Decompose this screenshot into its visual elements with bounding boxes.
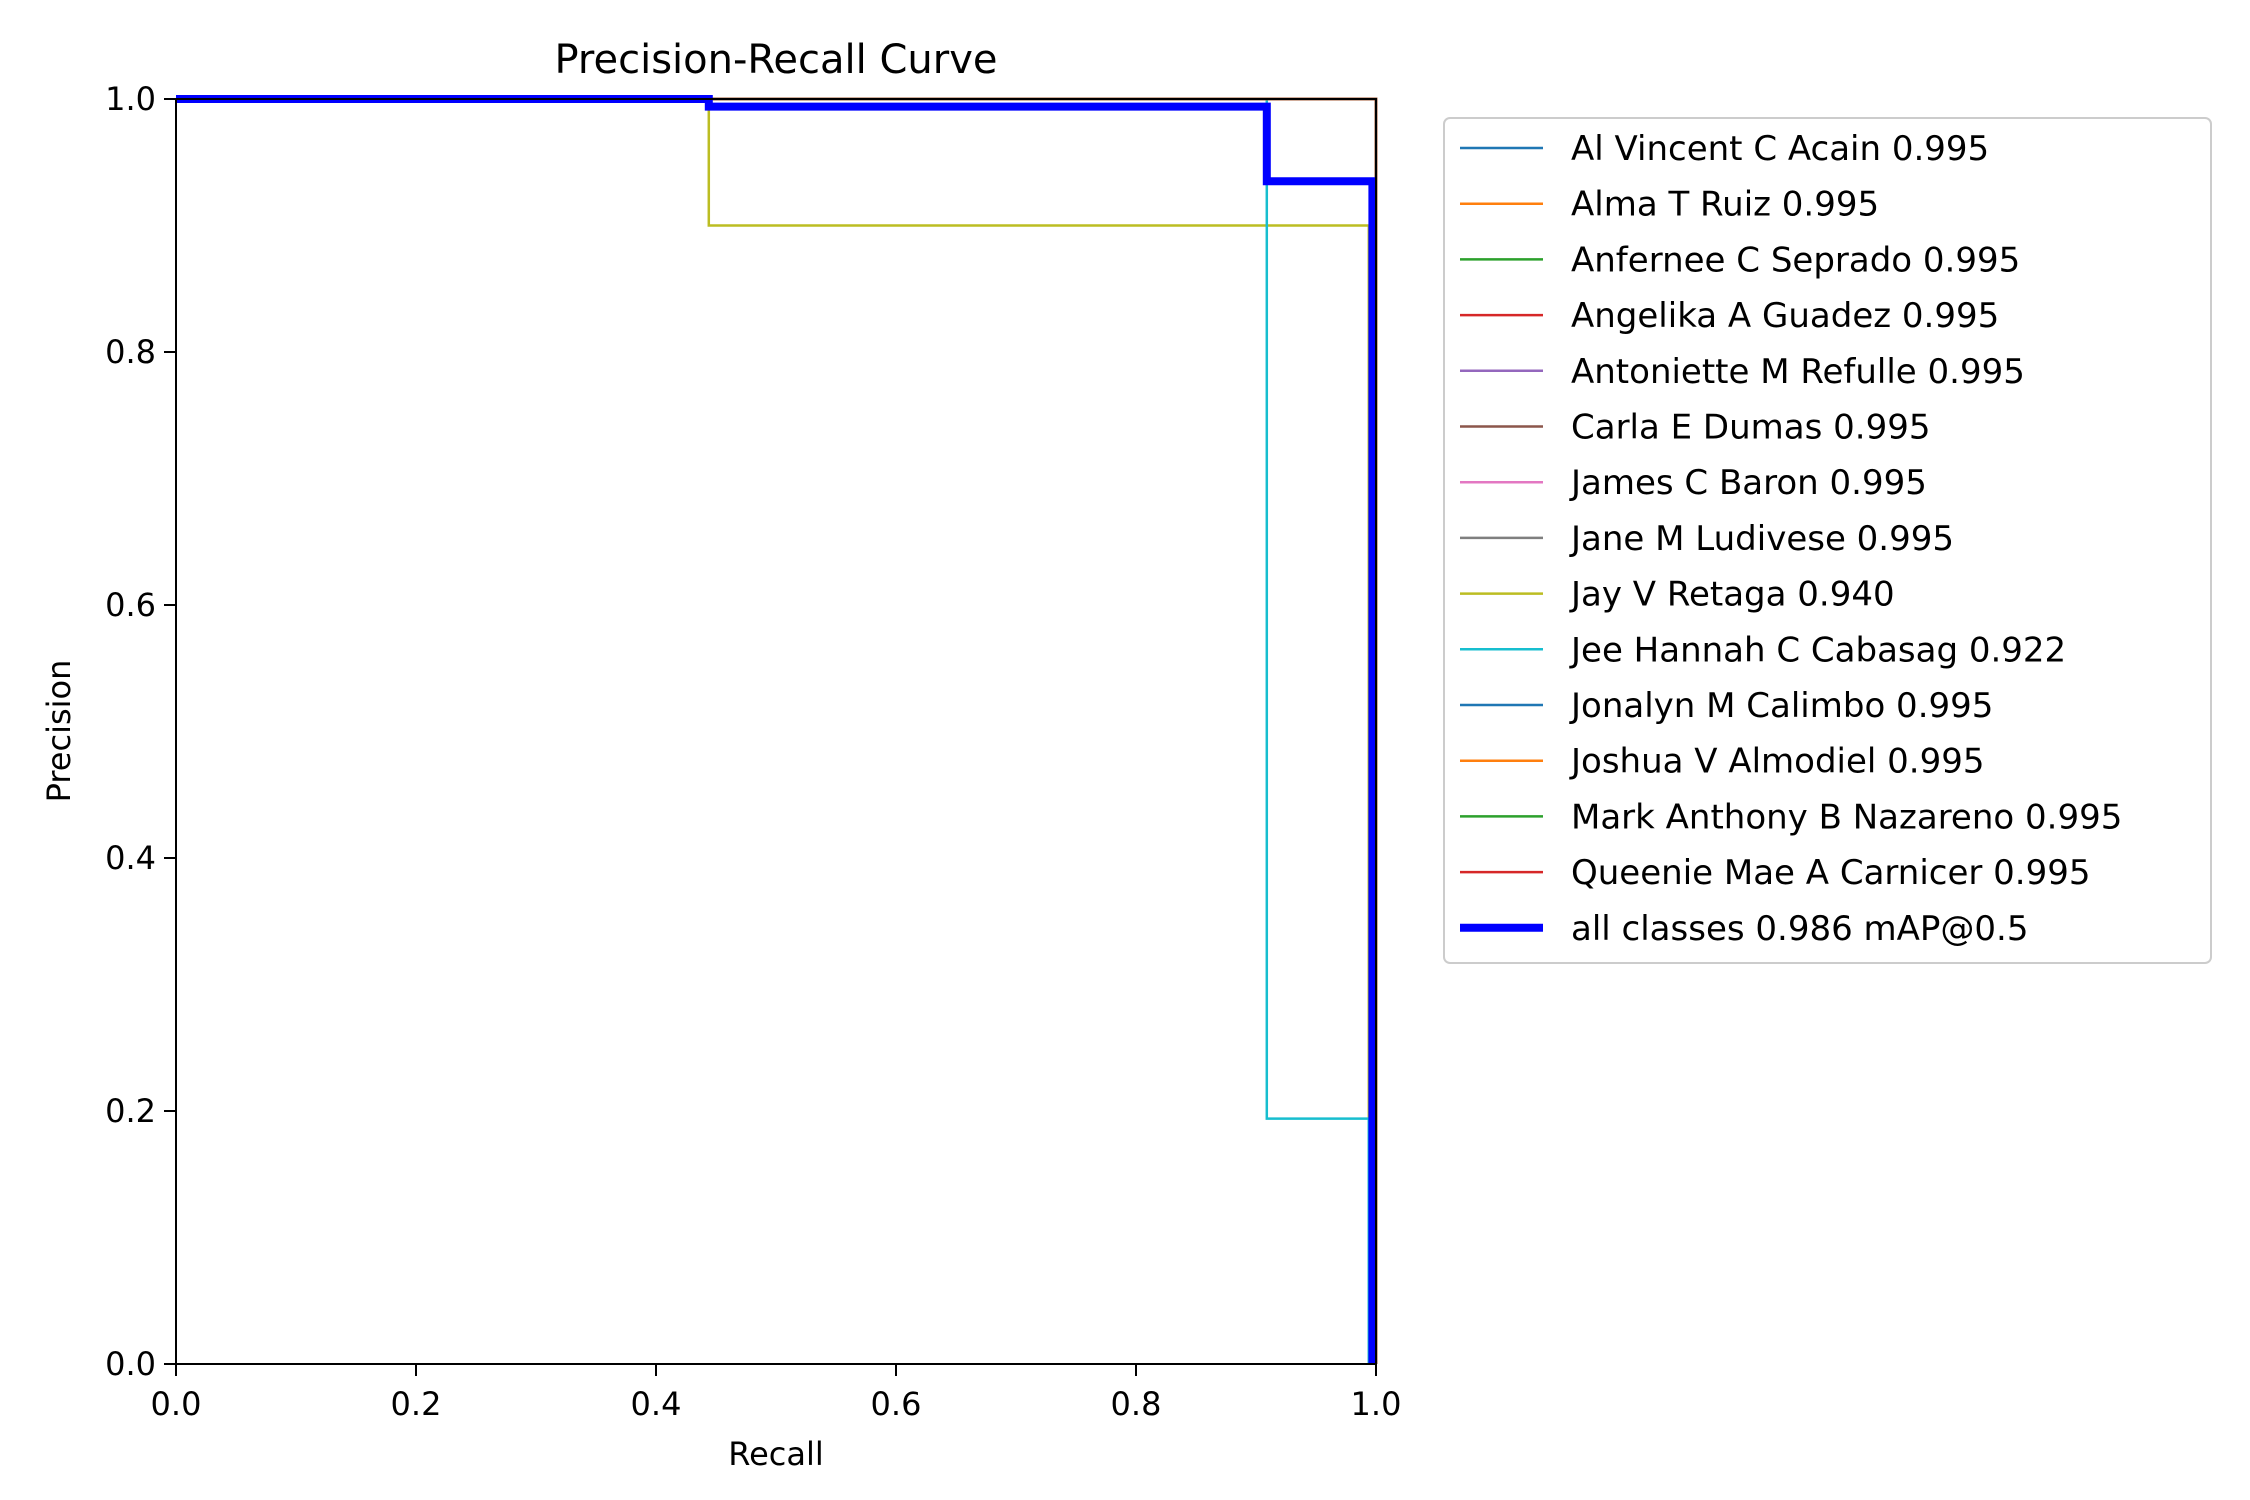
legend-label: James C Baron 0.995: [1569, 463, 1927, 503]
legend-entries: Al Vincent C Acain 0.995 Alma T Ruiz 0.99…: [1460, 129, 2122, 949]
x-tick-label: 1.0: [1351, 1385, 1402, 1423]
chart-title: Precision-Recall Curve: [555, 37, 998, 83]
x-tick-label: 0.4: [631, 1385, 682, 1423]
x-axis-label: Recall: [728, 1435, 823, 1473]
legend-label: Carla E Dumas 0.995: [1571, 408, 1930, 448]
y-axis-ticks: 0.0 0.2 0.4 0.6 0.8 1.0: [105, 80, 176, 1383]
y-axis-label: Precision: [40, 660, 78, 803]
legend-label: Jane M Ludivese 0.995: [1569, 519, 1954, 559]
legend-label: all classes 0.986 mAP@0.5: [1571, 909, 2028, 949]
y-tick-label: 0.2: [105, 1092, 156, 1130]
legend-label: Joshua V Almodiel 0.995: [1569, 742, 1985, 782]
legend-label: Al Vincent C Acain 0.995: [1571, 129, 1989, 169]
x-tick-label: 0.0: [151, 1385, 202, 1423]
x-tick-label: 0.2: [391, 1385, 442, 1423]
x-tick-label: 0.6: [871, 1385, 922, 1423]
y-tick-label: 0.8: [105, 333, 156, 371]
legend-label: Jonalyn M Calimbo 0.995: [1569, 686, 1993, 726]
plot-frame: [175, 98, 1377, 1365]
y-tick-label: 0.4: [105, 839, 156, 877]
legend-label: Anfernee C Seprado 0.995: [1571, 240, 2020, 280]
legend-box: [1443, 117, 2212, 964]
y-tick-label: 0.6: [105, 586, 156, 624]
legend-label: Angelika A Guadez 0.995: [1571, 296, 1999, 336]
legend-label: Queenie Mae A Carnicer 0.995: [1571, 853, 2091, 893]
y-tick-label: 1.0: [105, 80, 156, 118]
legend-label: Mark Anthony B Nazareno 0.995: [1571, 797, 2122, 837]
legend-label: Alma T Ruiz 0.995: [1571, 185, 1879, 225]
legend-label: Jay V Retaga 0.940: [1569, 575, 1895, 615]
y-tick-label: 0.0: [105, 1345, 156, 1383]
x-tick-label: 0.8: [1111, 1385, 1162, 1423]
legend-label: Antoniette M Refulle 0.995: [1571, 352, 2025, 392]
legend: Al Vincent C Acain 0.995 Alma T Ruiz 0.99…: [1443, 117, 2212, 964]
x-axis-ticks: 0.0 0.2 0.4 0.6 0.8 1.0: [151, 1364, 1402, 1423]
legend-label: Jee Hannah C Cabasag 0.922: [1569, 630, 2066, 670]
